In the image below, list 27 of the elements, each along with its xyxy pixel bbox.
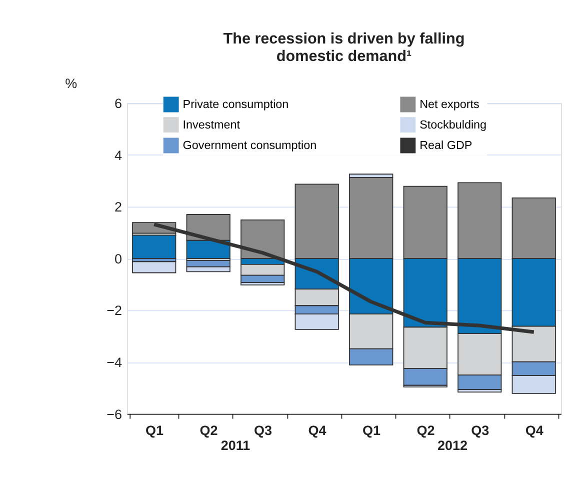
legend-label: Net exports bbox=[420, 98, 480, 112]
x-tick-label: Q4 bbox=[308, 423, 327, 438]
y-tick-label: 4 bbox=[114, 148, 122, 163]
x-tick-label: Q1 bbox=[362, 423, 382, 438]
y-axis-title: % bbox=[65, 76, 78, 91]
legend-label: Investment bbox=[182, 118, 241, 132]
y-tick-label: −2 bbox=[106, 303, 122, 318]
text: 2012 bbox=[437, 438, 468, 453]
legend-label: Stockbulding bbox=[420, 118, 487, 132]
x-tick-label: Q4 bbox=[525, 423, 544, 438]
x-tick-label: Q1 bbox=[146, 423, 164, 438]
legend-label: Government consumption bbox=[182, 139, 317, 152]
y-tick-label: 6 bbox=[114, 96, 122, 112]
bar bbox=[132, 261, 176, 274]
y-tick-label: 2 bbox=[114, 200, 122, 215]
y-tick-label: −4 bbox=[106, 355, 122, 370]
text: 2011 bbox=[220, 438, 251, 453]
bar bbox=[132, 234, 176, 259]
y-tick-label: −6 bbox=[106, 406, 122, 422]
y-tick-label: 0 bbox=[114, 251, 122, 266]
chart-title: The recession is driven by falling domestic demand¹ bbox=[223, 30, 465, 65]
x-tick-label: Q2 bbox=[200, 423, 218, 438]
x-tick-label: Q3 bbox=[254, 423, 273, 438]
x-tick-label: Q2 bbox=[416, 423, 435, 438]
legend-label: Private consumption bbox=[182, 98, 289, 112]
legend-label: Real GDP bbox=[420, 139, 472, 152]
x-tick-label: Q3 bbox=[471, 423, 490, 438]
